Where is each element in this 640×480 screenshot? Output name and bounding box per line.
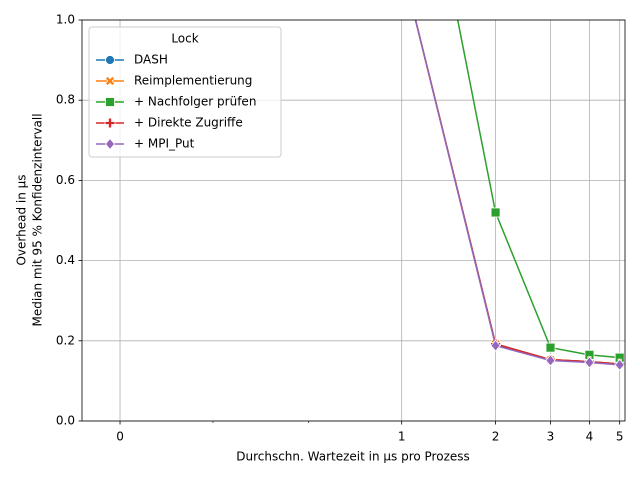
marker [105, 55, 115, 65]
series-line [456, 20, 620, 359]
y-axis-label: Overhead in µs [15, 174, 29, 265]
legend: Lock DASH Reimplementierung + Nachfolger p… [88, 26, 282, 158]
series-line [414, 20, 620, 366]
x-tick-label: 2 [492, 430, 500, 444]
x-axis-label: Durchschn. Wartezeit in µs pro Prozess [236, 450, 470, 464]
plot-area [414, 20, 625, 371]
y-tick-label: 0.6 [56, 173, 75, 187]
marker [545, 342, 556, 353]
marker [104, 137, 116, 151]
marker [105, 97, 115, 107]
x-tick-label: 5 [616, 430, 624, 444]
marker [614, 358, 625, 371]
legend-label: + Nachfolger prüfen [134, 95, 256, 109]
marker [490, 339, 501, 352]
marker [104, 117, 116, 129]
legend-label: DASH [134, 53, 168, 67]
series-line [414, 20, 620, 365]
legend-label: + Direkte Zugriffe [134, 116, 243, 130]
x-tick-label: 0 [116, 430, 124, 444]
legend-label: Reimplementierung [134, 74, 252, 88]
series-line [414, 20, 620, 365]
marker [104, 75, 116, 87]
legend-box [88, 26, 282, 158]
x-tick-label: 4 [586, 430, 594, 444]
x-tick-label: 1 [398, 430, 406, 444]
y-tick-label: 0.0 [56, 414, 75, 428]
y-tick-label: 0.8 [56, 93, 75, 107]
marker [545, 354, 556, 367]
marker [584, 356, 595, 369]
series-line [414, 20, 620, 365]
legend-title: Lock [171, 32, 198, 46]
y-tick-label: 0.2 [56, 333, 75, 347]
legend-label: + MPI_Put [134, 137, 195, 151]
axes-frame [81, 19, 626, 422]
y-tick-label: 1.0 [56, 13, 75, 27]
y-axis-label: Median mit 95 % Konfidenzintervall [31, 113, 45, 326]
marker [490, 207, 501, 218]
y-tick-label: 0.4 [56, 253, 75, 267]
x-tick-label: 3 [547, 430, 555, 444]
